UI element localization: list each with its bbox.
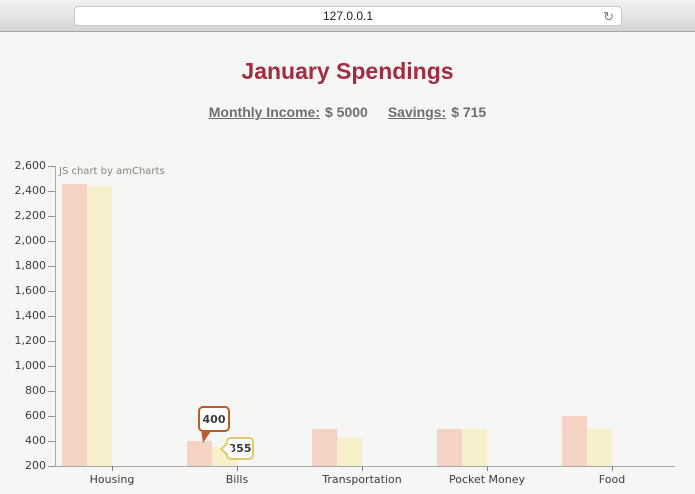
url-input[interactable]: 127.0.0.1 bbox=[322, 9, 374, 23]
y-tick-label-600: 600 bbox=[25, 409, 46, 422]
savings-stat: Savings: $ 715 bbox=[388, 104, 486, 120]
bar-pocket-money-orange-series[interactable] bbox=[437, 428, 462, 466]
bar-transportation-orange-series[interactable] bbox=[312, 428, 337, 466]
y-tick-label-1-200: 1,200 bbox=[14, 334, 47, 347]
reload-icon[interactable]: ↻ bbox=[603, 9, 614, 24]
x-tick-pocket-money bbox=[487, 466, 488, 471]
y-tick-mark-1-600 bbox=[48, 291, 55, 292]
bar-transportation-yellow-series[interactable] bbox=[337, 437, 362, 466]
y-tick-label-400: 400 bbox=[25, 434, 46, 447]
bar-food-orange-series[interactable] bbox=[562, 416, 587, 466]
x-axis-line bbox=[55, 466, 675, 467]
tooltip-400-text: 400 bbox=[202, 412, 226, 426]
stats-row: Monthly Income: $ 5000 Savings: $ 715 bbox=[0, 104, 695, 120]
y-tick-mark-800 bbox=[48, 391, 55, 392]
x-tick-bills bbox=[237, 466, 238, 471]
y-tick-mark-200 bbox=[48, 466, 55, 467]
tooltip-355: 355 bbox=[226, 437, 254, 460]
url-bar[interactable]: 127.0.0.1 ↻ bbox=[74, 6, 622, 26]
y-tick-label-1-800: 1,800 bbox=[14, 259, 47, 272]
bar-bills-orange-series[interactable] bbox=[187, 441, 212, 466]
y-tick-mark-600 bbox=[48, 416, 55, 417]
y-tick-mark-2-000 bbox=[48, 241, 55, 242]
x-label-housing: Housing bbox=[89, 473, 135, 486]
tooltip-355-text: 355 bbox=[228, 442, 252, 455]
y-tick-label-2-400: 2,400 bbox=[14, 184, 47, 197]
y-tick-mark-2-200 bbox=[48, 216, 55, 217]
y-tick-label-1-000: 1,000 bbox=[14, 359, 47, 372]
monthly-income-stat: Monthly Income: $ 5000 bbox=[209, 104, 368, 120]
amcharts-credit-link[interactable]: JS chart by amCharts bbox=[59, 166, 165, 177]
x-label-pocket-money: Pocket Money bbox=[448, 473, 526, 486]
x-label-bills: Bills bbox=[225, 473, 249, 486]
tooltip-400-pointer-icon bbox=[201, 429, 211, 443]
y-tick-mark-1-800 bbox=[48, 266, 55, 267]
y-tick-label-2-200: 2,200 bbox=[14, 209, 47, 222]
browser-toolbar: 127.0.0.1 ↻ bbox=[0, 0, 695, 32]
y-tick-label-2-000: 2,000 bbox=[14, 234, 47, 247]
y-tick-mark-2-600 bbox=[48, 166, 55, 167]
y-tick-mark-2-400 bbox=[48, 191, 55, 192]
page-title: January Spendings bbox=[241, 58, 454, 84]
monthly-income-value: $ 5000 bbox=[325, 104, 368, 120]
y-tick-label-200: 200 bbox=[25, 459, 46, 472]
x-tick-food bbox=[612, 466, 613, 471]
y-tick-label-2-600: 2,600 bbox=[14, 159, 47, 172]
x-tick-transportation bbox=[362, 466, 363, 471]
y-axis-line bbox=[55, 166, 56, 466]
x-tick-housing bbox=[112, 466, 113, 471]
y-tick-mark-1-000 bbox=[48, 366, 55, 367]
savings-value: $ 715 bbox=[451, 104, 487, 120]
bar-food-yellow-series[interactable] bbox=[587, 428, 612, 466]
y-tick-mark-1-400 bbox=[48, 316, 55, 317]
monthly-income-label: Monthly Income: bbox=[208, 104, 320, 120]
savings-label: Savings: bbox=[387, 104, 447, 120]
bar-housing-orange-series[interactable] bbox=[62, 184, 87, 466]
bar-housing-yellow-series[interactable] bbox=[87, 186, 112, 466]
x-label-transportation: Transportation bbox=[322, 473, 402, 486]
bar-pocket-money-yellow-series[interactable] bbox=[462, 428, 487, 466]
y-tick-label-1-400: 1,400 bbox=[14, 309, 47, 322]
tooltip-400: 400 bbox=[198, 406, 230, 432]
y-tick-mark-400 bbox=[48, 441, 55, 442]
y-tick-label-1-600: 1,600 bbox=[14, 284, 47, 297]
x-label-food: Food bbox=[598, 473, 626, 486]
y-tick-mark-1-200 bbox=[48, 341, 55, 342]
y-tick-label-800: 800 bbox=[25, 384, 46, 397]
